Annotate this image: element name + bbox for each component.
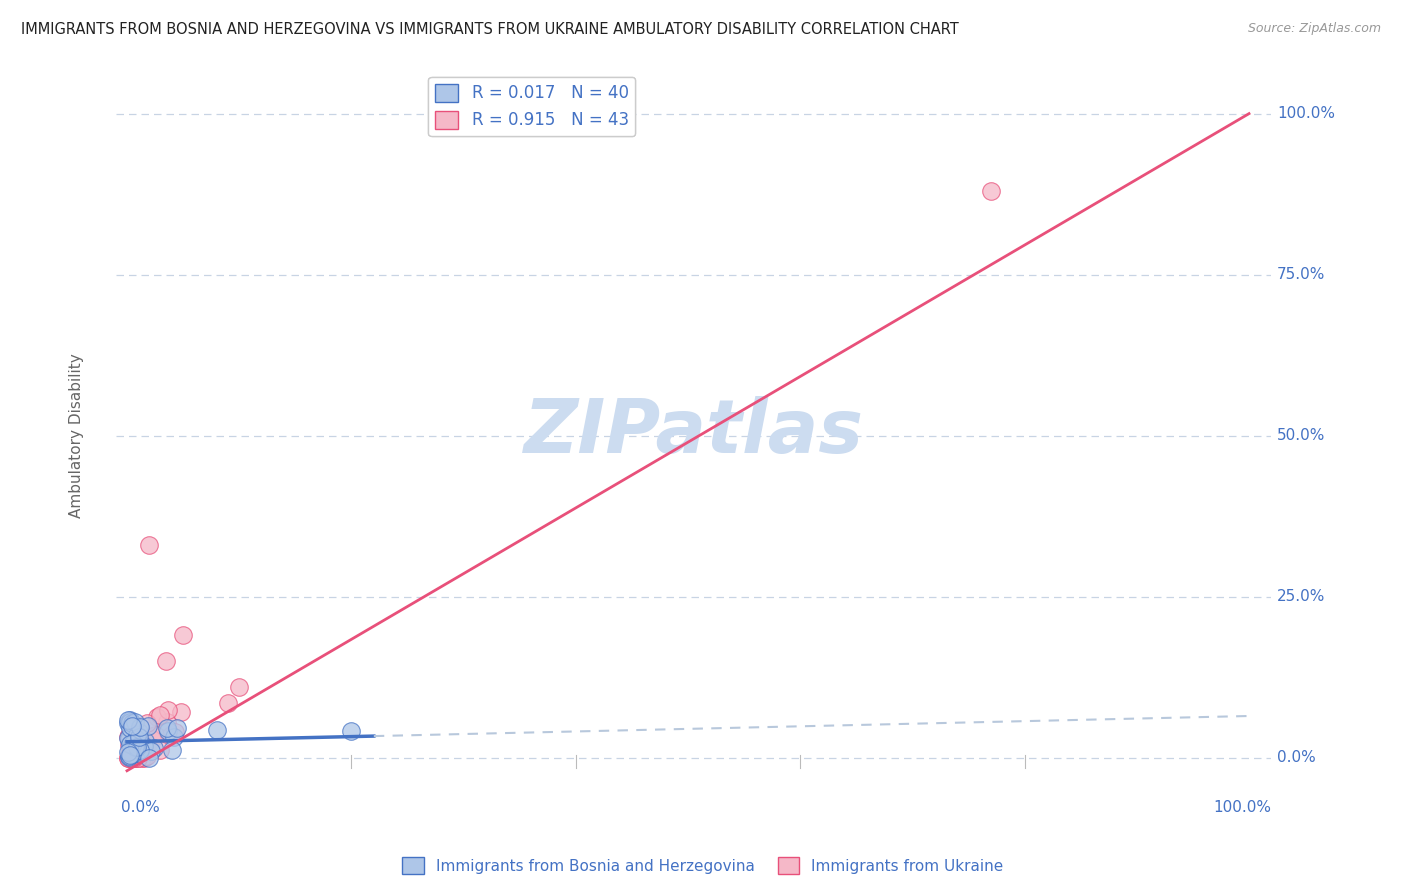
- Point: [128, 725, 150, 739]
- Point: [117, 728, 139, 742]
- Point: [125, 728, 148, 742]
- Point: [118, 714, 141, 729]
- Point: [117, 751, 139, 765]
- Point: [117, 738, 139, 752]
- Point: [138, 750, 160, 764]
- Text: 0.0%: 0.0%: [1277, 750, 1316, 765]
- Point: [160, 728, 183, 742]
- Point: [118, 749, 141, 764]
- Point: [135, 743, 157, 757]
- Point: [156, 724, 179, 739]
- Text: Ambulatory Disability: Ambulatory Disability: [69, 353, 84, 518]
- Point: [124, 751, 146, 765]
- Point: [129, 742, 152, 756]
- Point: [149, 708, 172, 723]
- Point: [122, 736, 145, 750]
- Point: [128, 720, 150, 734]
- Point: [141, 731, 163, 746]
- Point: [169, 705, 191, 719]
- Point: [121, 719, 143, 733]
- Legend: R = 0.017   N = 40, R = 0.915   N = 43: R = 0.017 N = 40, R = 0.915 N = 43: [429, 77, 636, 136]
- Text: IMMIGRANTS FROM BOSNIA AND HERZEGOVINA VS IMMIGRANTS FROM UKRAINE AMBULATORY DIS: IMMIGRANTS FROM BOSNIA AND HERZEGOVINA V…: [21, 22, 959, 37]
- Point: [156, 715, 179, 730]
- Point: [117, 731, 139, 745]
- Point: [217, 696, 239, 710]
- Point: [118, 721, 141, 735]
- Point: [138, 538, 160, 552]
- Point: [162, 743, 184, 757]
- Point: [117, 730, 139, 744]
- Point: [118, 751, 141, 765]
- Legend: Immigrants from Bosnia and Herzegovina, Immigrants from Ukraine: Immigrants from Bosnia and Herzegovina, …: [396, 851, 1010, 880]
- Text: 75.0%: 75.0%: [1277, 268, 1326, 282]
- Text: 100.0%: 100.0%: [1213, 800, 1271, 814]
- Point: [131, 751, 153, 765]
- Point: [120, 714, 142, 728]
- Point: [136, 716, 159, 731]
- Point: [125, 742, 148, 756]
- Point: [136, 748, 159, 763]
- Point: [142, 729, 165, 743]
- Point: [122, 751, 145, 765]
- Point: [124, 751, 146, 765]
- Point: [118, 751, 141, 765]
- Point: [117, 746, 139, 760]
- Point: [166, 721, 188, 735]
- Point: [163, 730, 186, 744]
- Point: [120, 751, 142, 765]
- Point: [117, 713, 139, 727]
- Point: [121, 747, 143, 762]
- Point: [117, 715, 139, 730]
- Point: [122, 747, 145, 761]
- Point: [121, 716, 143, 731]
- Point: [118, 747, 141, 762]
- Point: [132, 751, 155, 765]
- Point: [124, 715, 146, 730]
- Point: [118, 731, 141, 746]
- Point: [128, 730, 150, 744]
- Point: [205, 723, 228, 737]
- Text: 25.0%: 25.0%: [1277, 590, 1326, 604]
- Text: Source: ZipAtlas.com: Source: ZipAtlas.com: [1247, 22, 1381, 36]
- Point: [118, 747, 141, 762]
- Point: [143, 740, 166, 755]
- Point: [118, 749, 141, 764]
- Point: [134, 734, 156, 748]
- Point: [125, 739, 148, 754]
- Point: [124, 746, 146, 760]
- Text: 0.0%: 0.0%: [121, 800, 160, 814]
- Text: 100.0%: 100.0%: [1277, 106, 1336, 121]
- Point: [156, 721, 179, 735]
- Point: [128, 743, 150, 757]
- Point: [149, 743, 172, 757]
- Point: [131, 734, 153, 748]
- Point: [127, 751, 149, 765]
- Point: [980, 184, 1002, 198]
- Point: [121, 751, 143, 765]
- Point: [139, 744, 162, 758]
- Point: [172, 628, 194, 642]
- Point: [136, 719, 159, 733]
- Point: [128, 735, 150, 749]
- Point: [118, 737, 141, 751]
- Point: [340, 723, 363, 738]
- Point: [165, 725, 187, 739]
- Point: [132, 739, 155, 753]
- Text: ZIPatlas: ZIPatlas: [523, 396, 863, 469]
- Point: [117, 751, 139, 765]
- Point: [155, 654, 177, 668]
- Point: [145, 710, 167, 724]
- Point: [128, 746, 150, 760]
- Point: [127, 751, 149, 765]
- Point: [228, 680, 250, 694]
- Point: [121, 747, 143, 762]
- Point: [121, 739, 143, 753]
- Text: 50.0%: 50.0%: [1277, 428, 1326, 443]
- Point: [145, 728, 167, 742]
- Point: [157, 702, 180, 716]
- Point: [124, 740, 146, 755]
